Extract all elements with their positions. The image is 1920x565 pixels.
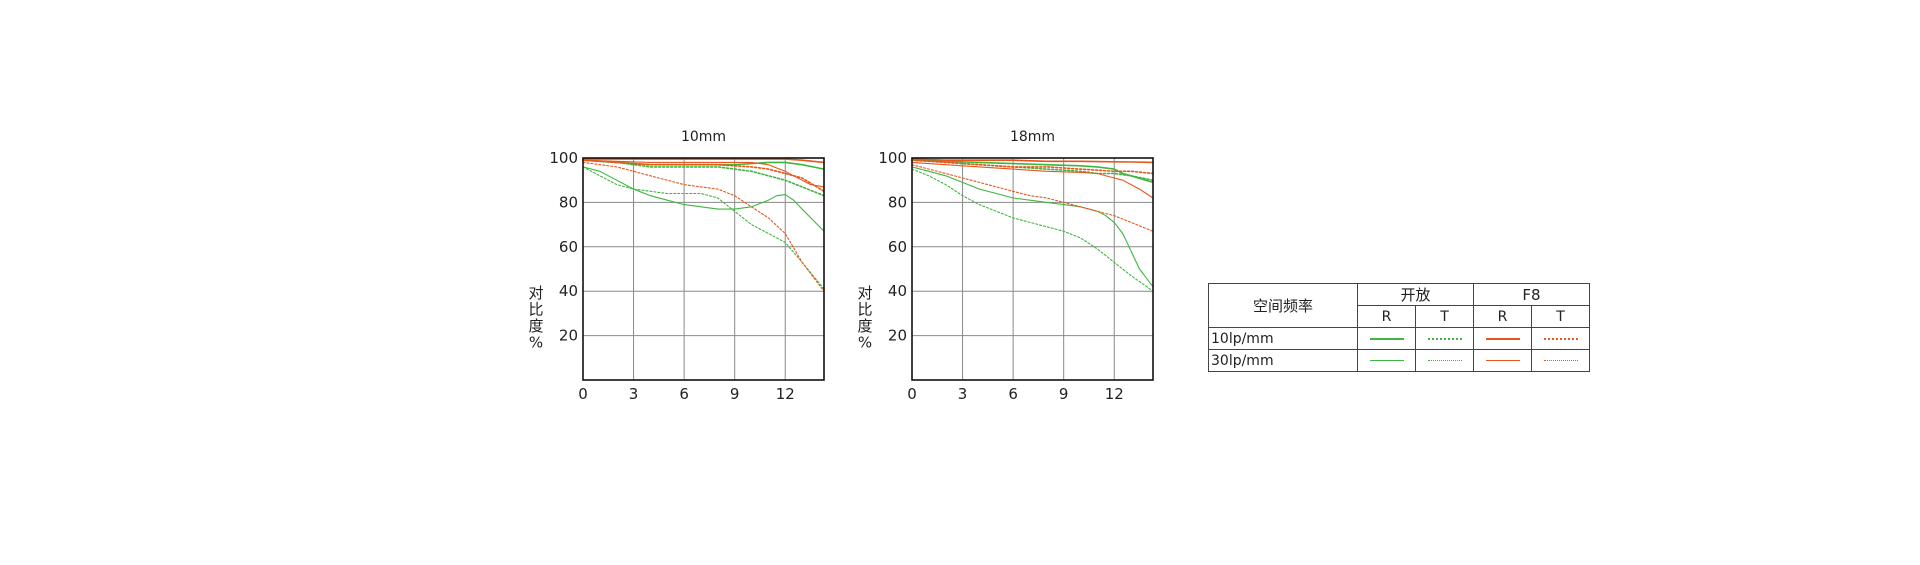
legend-group-f8: F8 bbox=[1473, 283, 1590, 306]
x-tick-label: 6 bbox=[1008, 385, 1018, 403]
mtf-chart-10mm: 10mm 20 40 60 80 100 0 3 6 9 12 对比度% bbox=[528, 129, 825, 403]
y-tick-label: 80 bbox=[559, 193, 578, 211]
legend-swatch-open-10-r bbox=[1369, 337, 1404, 340]
y-tick-label: 80 bbox=[888, 193, 907, 211]
x-tick-label: 9 bbox=[730, 385, 740, 403]
legend-col-r: R bbox=[1357, 305, 1416, 328]
x-tick-label: 9 bbox=[1059, 385, 1069, 403]
x-tick-label: 0 bbox=[907, 385, 917, 403]
legend-row-10lp: 10lp/mm bbox=[1208, 327, 1358, 350]
legend-swatch-f8-30-r bbox=[1485, 360, 1520, 361]
legend-table: 空间频率 开放 F8 R T R T 10lp/mm 30lp/mm bbox=[1208, 283, 1590, 372]
mtf-chart-18mm: 18mm 20 40 60 80 100 0 3 6 9 12 对比度% bbox=[857, 129, 1154, 403]
series-line-wide_open_10lp_T bbox=[582, 159, 825, 197]
plot-frame bbox=[582, 157, 825, 381]
series-line-wide_open_30lp_T bbox=[911, 168, 1154, 292]
y-tick-label: 20 bbox=[559, 327, 578, 345]
legend-swatch-open-10-t bbox=[1427, 337, 1462, 340]
chart-title: 18mm bbox=[1010, 129, 1055, 145]
chart-title: 10mm bbox=[681, 129, 726, 145]
plot-frame bbox=[911, 157, 1154, 381]
y-tick-label: 40 bbox=[559, 282, 578, 300]
series-line-f8_10lp_T bbox=[582, 159, 825, 193]
x-tick-label: 12 bbox=[1105, 385, 1124, 403]
series-line-wide_open_30lp_R bbox=[582, 166, 825, 232]
series-line-f8_10lp_R bbox=[582, 158, 825, 164]
legend-row-30lp: 30lp/mm bbox=[1208, 349, 1358, 372]
legend-col-t: T bbox=[1415, 305, 1474, 328]
series-line-f8_30lp_T bbox=[582, 161, 825, 292]
x-tick-label: 0 bbox=[578, 385, 588, 403]
x-tick-label: 6 bbox=[679, 385, 689, 403]
series-line-f8_30lp_R bbox=[582, 159, 825, 188]
legend-corner-label: 空间频率 bbox=[1208, 283, 1358, 328]
y-tick-label: 40 bbox=[888, 282, 907, 300]
series-line-wide_open_30lp_T bbox=[582, 166, 825, 290]
series-line-f8_10lp_R bbox=[911, 158, 1154, 164]
y-tick-label: 20 bbox=[888, 327, 907, 345]
legend-group-wide-open: 开放 bbox=[1357, 283, 1474, 306]
legend-swatch-f8-10-r bbox=[1485, 337, 1520, 340]
y-tick-label: 60 bbox=[559, 238, 578, 256]
y-axis-label: 对比度% bbox=[528, 284, 543, 352]
series-line-f8_10lp_T bbox=[911, 159, 1154, 175]
legend-swatch-open-30-t bbox=[1427, 360, 1462, 361]
y-tick-label: 100 bbox=[549, 149, 578, 167]
y-tick-label: 60 bbox=[888, 238, 907, 256]
x-tick-label: 3 bbox=[958, 385, 968, 403]
y-tick-label: 100 bbox=[878, 149, 907, 167]
series-line-wide_open_30lp_R bbox=[911, 166, 1154, 288]
x-tick-label: 3 bbox=[629, 385, 639, 403]
legend-col-r: R bbox=[1473, 305, 1532, 328]
legend-swatch-f8-10-t bbox=[1543, 337, 1578, 340]
x-tick-label: 12 bbox=[776, 385, 795, 403]
series-line-f8_30lp_R bbox=[911, 161, 1154, 199]
y-axis-label: 对比度% bbox=[857, 284, 872, 352]
legend-swatch-f8-30-t bbox=[1543, 360, 1578, 361]
legend-col-t: T bbox=[1531, 305, 1590, 328]
series-line-f8_30lp_T bbox=[911, 164, 1154, 232]
legend-swatch-open-30-r bbox=[1369, 360, 1404, 361]
